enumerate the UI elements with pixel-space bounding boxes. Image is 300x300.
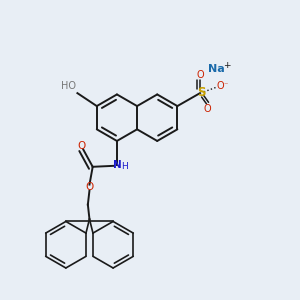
Text: S: S [197, 86, 206, 99]
Text: O: O [203, 103, 211, 114]
Text: H: H [121, 162, 128, 171]
Text: ⁻: ⁻ [224, 80, 228, 89]
Text: O: O [85, 182, 94, 192]
Text: HO: HO [61, 81, 76, 91]
Text: O: O [196, 70, 204, 80]
Text: O: O [77, 141, 86, 151]
Text: +: + [223, 61, 230, 70]
Text: N: N [112, 160, 121, 170]
Text: Na: Na [208, 64, 225, 74]
Text: O: O [216, 81, 224, 91]
